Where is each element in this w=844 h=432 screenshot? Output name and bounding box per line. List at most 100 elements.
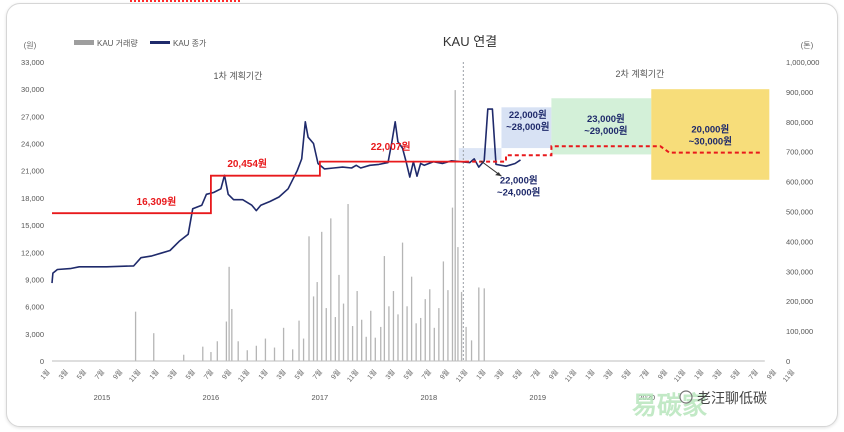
x-month-tick: 3월 (492, 368, 506, 382)
volume-bar (273, 347, 276, 361)
forecast-range-line2: ~30,000원 (689, 136, 732, 148)
x-month-tick: 1월 (365, 368, 379, 382)
volume-bar (308, 236, 310, 361)
forecast-range-line1: 23,000원 (587, 113, 625, 125)
volume-bar (246, 350, 248, 361)
chart-title: KAU 연결 (443, 34, 497, 49)
forecast-box (458, 148, 502, 160)
volume-bar (478, 287, 480, 361)
volume-bar (429, 289, 431, 361)
volume-bar (410, 276, 413, 361)
price-line (51, 108, 521, 284)
y-right-tick: 300,000 (786, 267, 813, 276)
y-right-tick: 0 (786, 357, 790, 366)
y-left-tick: 9,000 (25, 275, 44, 284)
forecast-box (501, 107, 552, 149)
x-month-tick: 5월 (510, 368, 524, 382)
forecast-range-label: 23,000원~29,000원 (584, 113, 627, 137)
x-month-tick: 1월 (474, 368, 488, 382)
volume-bar (447, 290, 449, 361)
x-month-tick: 3월 (383, 368, 397, 382)
y-left-tick: 24,000 (21, 140, 44, 149)
legend-swatch-volume (74, 40, 94, 45)
volume-bar (397, 314, 399, 361)
forecast-boxes (458, 89, 770, 180)
y-left-tick: 21,000 (21, 167, 44, 176)
volume-bar (325, 308, 327, 361)
x-month-tick: 7월 (93, 368, 107, 382)
volume-bar (264, 338, 267, 361)
volume-bar (298, 320, 300, 361)
volume-bar (321, 231, 323, 361)
volume-bar (312, 296, 315, 361)
x-month-tick: 7월 (637, 368, 651, 382)
x-year-tick: 2019 (529, 393, 546, 402)
x-month-tick: 5월 (619, 368, 633, 382)
x-month-tick: 5월 (74, 368, 88, 382)
volume-bar (356, 291, 358, 361)
wechat-icon (679, 390, 693, 404)
y-right-tick: 200,000 (786, 297, 813, 306)
volume-bar (292, 349, 294, 361)
volume-bar (433, 327, 435, 361)
x-month-tick: 9월 (547, 368, 561, 382)
forecast-box (551, 98, 652, 155)
period-2-label: 2차 계획기간 (616, 68, 665, 79)
y-right-tick: 600,000 (786, 178, 813, 187)
x-month-tick: 5월 (183, 368, 197, 382)
volume-bar (134, 311, 137, 361)
forecast-range-line1: 22,000원 (500, 174, 538, 186)
annotation-labels: 16,309원20,454원22,007원22,000원~28,000원22,0… (137, 109, 732, 208)
x-month-tick: 7월 (420, 368, 434, 382)
volume-bar (334, 317, 336, 361)
period-1-value-label: 16,309원 (137, 195, 177, 208)
y-left-tick: 6,000 (25, 303, 44, 312)
x-month-tick: 1월 (692, 368, 706, 382)
y-right-tick: 400,000 (786, 237, 813, 246)
x-month-tick: 11월 (236, 368, 252, 384)
x-month-tick: 5월 (292, 368, 306, 382)
x-month-tick: 1월 (38, 368, 52, 382)
volume-bar (210, 352, 212, 361)
period-2-projection-line (465, 145, 761, 163)
forecast-arrow-head (495, 172, 502, 177)
x-month-tick: 3월 (710, 368, 724, 382)
x-month-tick: 7월 (746, 368, 760, 382)
x-month-tick: 9월 (765, 368, 779, 382)
volume-bar (216, 341, 218, 361)
volume-bar (388, 306, 390, 361)
volume-bar (438, 308, 440, 361)
period-1-value-label: 22,007원 (371, 140, 411, 153)
volume-bar (228, 266, 230, 361)
volume-bar (255, 345, 257, 361)
y-right-unit: (톤) (801, 41, 814, 50)
volume-bar (401, 242, 404, 361)
volume-bar (231, 308, 233, 361)
x-month-tick: 11월 (563, 368, 579, 384)
volume-bar (380, 326, 382, 361)
top-red-mark (130, 0, 240, 6)
volume-bar (374, 337, 376, 361)
y-left-tick: 33,000 (21, 58, 44, 67)
period-1-value-label: 20,454원 (227, 157, 267, 170)
x-year-tick: 2018 (420, 393, 437, 402)
x-month-tick: 11월 (454, 368, 470, 384)
watermark-logo: 易碳家 (632, 391, 707, 420)
x-year-tick: 2015 (94, 393, 111, 402)
volume-bar (470, 340, 473, 361)
x-month-tick: 11월 (127, 368, 143, 384)
x-month-tick: 9월 (111, 368, 125, 382)
volume-bar (302, 338, 305, 361)
y-left-unit: (원) (24, 41, 37, 50)
volume-bar (451, 207, 454, 361)
volume-bar (406, 306, 408, 361)
chart-frame (6, 3, 838, 427)
volume-bar (383, 256, 386, 361)
series-lines (51, 108, 761, 284)
volume-bar (442, 261, 445, 361)
volume-bar (454, 90, 456, 361)
forecast-range-label: 22,000원~24,000원 (497, 174, 540, 198)
forecast-range-line1: 20,000원 (691, 124, 729, 136)
volume-bar (330, 218, 332, 361)
